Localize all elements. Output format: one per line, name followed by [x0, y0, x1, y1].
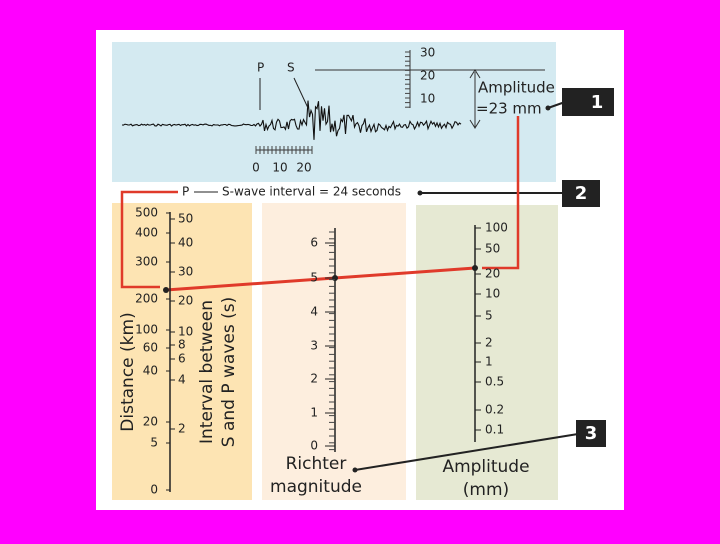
scale-label: 2: [485, 336, 493, 350]
scale-label: 0.1: [485, 423, 504, 437]
axis-title: S and P waves (s): [219, 297, 239, 447]
scale-label: 2: [178, 422, 186, 436]
scale-label: 20: [143, 415, 158, 429]
scale-label: 50: [178, 212, 193, 226]
result-line: [165, 266, 476, 292]
scale-label: 6: [310, 236, 318, 250]
axis-title: Interval between: [197, 300, 217, 444]
point: [472, 265, 478, 271]
callout: 2: [575, 183, 588, 204]
axis-title: (mm): [463, 480, 509, 500]
scale-label: 30: [178, 265, 193, 279]
axis-title: magnitude: [270, 477, 362, 497]
amplitude-column: [416, 205, 558, 500]
scale-label: 20: [178, 294, 193, 308]
callout-box: [562, 88, 614, 116]
scale-label: 1: [310, 406, 318, 420]
scale-label: 8: [178, 338, 186, 352]
seismogram: [121, 100, 462, 140]
scale-label: 2: [310, 372, 318, 386]
scale-label: 60: [143, 341, 158, 355]
scale-label: 1: [485, 355, 493, 369]
s-label: S: [287, 61, 295, 75]
scale-label: 5: [150, 436, 158, 450]
axis-title: Richter: [286, 454, 347, 474]
red-connector: [120, 190, 178, 289]
time-label: 20: [296, 161, 311, 175]
red-connector: [482, 116, 520, 270]
scale-label: 10: [178, 325, 193, 339]
arrow-heads: [469, 69, 481, 129]
amplitude-text: Amplitude: [478, 79, 555, 97]
leader-dot: [417, 190, 423, 196]
p-label: P: [257, 61, 264, 75]
trace: [121, 100, 462, 140]
scale-label: 40: [178, 236, 193, 250]
time-label: 10: [272, 161, 287, 175]
callout: 3: [585, 423, 598, 444]
scale-label: 100: [485, 221, 508, 235]
time-label: 0: [252, 161, 260, 175]
scale-label: 200: [135, 292, 158, 306]
scale-label: 10: [485, 287, 500, 301]
scale-label: 5: [310, 271, 318, 285]
callout-box: [576, 420, 606, 447]
scale-label: 50: [485, 242, 500, 256]
interval-p: P: [182, 185, 189, 199]
leader-dot: [352, 467, 358, 473]
axis-title: Distance (km): [118, 312, 138, 431]
scale-label: 20: [485, 267, 500, 281]
scale-label: 0.5: [485, 375, 504, 389]
scale-label: 5: [485, 309, 493, 323]
seismogram-area: [112, 42, 556, 182]
scale-label: 40: [143, 364, 158, 378]
scale-label: 10: [420, 92, 435, 106]
scale-label: 4: [178, 373, 186, 387]
leader-dot: [545, 105, 551, 111]
callout: 1: [591, 92, 604, 113]
leader: [354, 433, 579, 471]
scale-label: 400: [135, 226, 158, 240]
scale-label: 300: [135, 255, 158, 269]
scale-label: 30: [420, 46, 435, 60]
point: [163, 287, 169, 293]
distance-column: [112, 203, 252, 500]
scale-label: 0: [310, 439, 318, 453]
scale-label: 6: [178, 352, 186, 366]
scale-label: 0.2: [485, 403, 504, 417]
scale-label: 0: [150, 483, 158, 497]
scale-label: 500: [135, 206, 158, 220]
axis-title: Amplitude: [442, 457, 529, 477]
scale-label: 4: [310, 305, 318, 319]
amplitude-text: =23 mm: [476, 100, 542, 118]
callout-box: [562, 180, 600, 207]
scale-label: 100: [135, 323, 158, 337]
scale-label: 3: [310, 339, 318, 353]
interval-text: S-wave interval = 24 seconds: [222, 185, 401, 199]
s-arrow: [293, 77, 309, 109]
scale-label: 20: [420, 69, 435, 83]
